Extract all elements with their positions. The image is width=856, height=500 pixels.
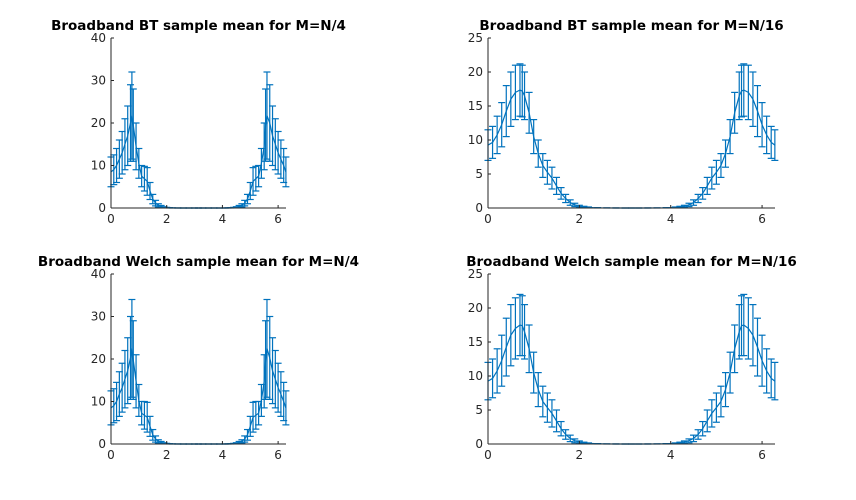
x-tick-label: 4 — [667, 448, 675, 462]
y-tick-label: 10 — [468, 369, 483, 383]
y-tick-label: 0 — [475, 201, 483, 215]
x-tick-label: 0 — [107, 212, 115, 226]
y-tick-label: 10 — [468, 133, 483, 147]
y-tick-label: 15 — [468, 335, 483, 349]
subplot-welch-n16: Broadband Welch sample mean for M=N/16 0… — [466, 254, 797, 462]
y-tick-label: 5 — [475, 403, 483, 417]
subplot-title: Broadband BT sample mean for M=N/4 — [51, 18, 346, 34]
x-tick-label: 6 — [274, 448, 282, 462]
y-tick-label: 10 — [91, 395, 106, 409]
y-tick-label: 25 — [468, 267, 483, 281]
x-tick-label: 2 — [576, 448, 584, 462]
subplot-title: Broadband Welch sample mean for M=N/16 — [466, 254, 797, 270]
y-tick-label: 20 — [91, 352, 106, 366]
y-tick-label: 5 — [475, 167, 483, 181]
subplot-title: Broadband Welch sample mean for M=N/4 — [38, 254, 359, 270]
error-bar — [771, 129, 779, 161]
error-bar — [771, 361, 779, 401]
x-tick-label: 6 — [274, 212, 282, 226]
y-tick-label: 0 — [98, 437, 106, 451]
y-tick-label: 10 — [91, 159, 106, 173]
subplot-bt-n4: Broadband BT sample mean for M=N/4 01020… — [51, 18, 346, 226]
x-tick-label: 2 — [163, 448, 171, 462]
x-tick-label: 0 — [107, 448, 115, 462]
subplot-bt-n16: Broadband BT sample mean for M=N/16 0 5 10… — [468, 18, 784, 226]
y-tick-label: 30 — [91, 310, 106, 324]
y-tick-label: 25 — [468, 31, 483, 45]
x-tick-label: 0 — [484, 212, 492, 226]
x-tick-label: 6 — [758, 212, 766, 226]
x-tick-label: 4 — [219, 448, 227, 462]
x-tick-label: 4 — [219, 212, 227, 226]
y-tick-label: 40 — [91, 31, 106, 45]
y-tick-label: 20 — [468, 301, 483, 315]
x-tick-label: 6 — [758, 448, 766, 462]
y-tick-label: 0 — [98, 201, 106, 215]
x-tick-label: 2 — [576, 212, 584, 226]
y-tick-label: 0 — [475, 437, 483, 451]
y-tick-label: 40 — [91, 267, 106, 281]
x-tick-label: 4 — [667, 212, 675, 226]
x-tick-label: 2 — [163, 212, 171, 226]
subplot-welch-n4: Broadband Welch sample mean for M=N/4 0 1… — [38, 254, 359, 462]
y-tick-label: 20 — [91, 116, 106, 130]
x-tick-label: 0 — [484, 448, 492, 462]
subplot-title: Broadband BT sample mean for M=N/16 — [479, 18, 783, 34]
y-tick-label: 30 — [91, 74, 106, 88]
y-tick-label: 20 — [468, 65, 483, 79]
y-tick-label: 15 — [468, 99, 483, 113]
